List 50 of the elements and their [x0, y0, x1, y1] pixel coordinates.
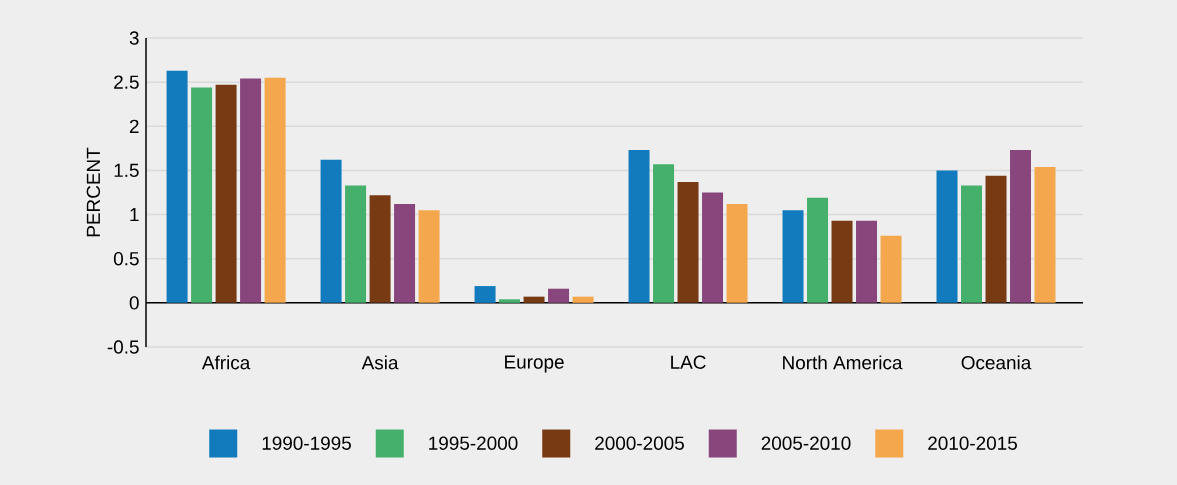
bar [628, 150, 650, 303]
x-tick-label: Europe [505, 355, 564, 373]
bar [1034, 166, 1056, 303]
x-tick-label: LAC [671, 355, 706, 369]
bar [523, 296, 545, 303]
bar [807, 197, 829, 303]
bar [572, 296, 594, 303]
y-tick-label: 2 [129, 119, 139, 133]
x-tick-label: Oceania [961, 355, 1032, 370]
y-tick-label: 0.5 [113, 252, 139, 266]
bar [726, 203, 748, 303]
y-tick-label: -0.5 [107, 340, 139, 354]
bar [653, 164, 675, 303]
legend-label: 2010-2015 [928, 436, 1017, 450]
x-tick-label: North America [783, 355, 903, 370]
bar [936, 170, 958, 303]
bar [782, 210, 804, 303]
legend-label: 1990-1995 [262, 436, 351, 450]
y-tick-label: 0 [129, 296, 139, 310]
bar [499, 299, 521, 303]
bar [1010, 150, 1032, 303]
bar [369, 195, 391, 303]
bar [985, 175, 1007, 303]
bar [418, 210, 440, 303]
bar [702, 192, 724, 303]
bar [961, 185, 983, 303]
bar [880, 235, 902, 303]
bar [240, 78, 262, 303]
bar [166, 70, 188, 303]
bar [191, 87, 213, 303]
y-tick-label: 3 [129, 31, 139, 45]
x-tick-label: Asia [361, 355, 399, 370]
legend-label: 1995-2000 [429, 436, 518, 450]
bar [856, 220, 878, 303]
y-tick-label: 1 [130, 208, 139, 222]
bar [264, 77, 286, 303]
bar [394, 203, 416, 303]
bar [320, 159, 342, 303]
y-axis-title: PERCENT [86, 147, 101, 237]
y-tick-label: 2.5 [114, 75, 139, 89]
bar [831, 220, 853, 303]
bar [345, 185, 367, 303]
bar [548, 288, 570, 303]
bar [215, 84, 237, 303]
legend-label: 2000-2005 [595, 436, 684, 450]
bar [474, 286, 496, 303]
y-tick-label: 1.5 [114, 163, 139, 178]
x-tick-label: Africa [201, 355, 251, 370]
legend-label: 2005-2010 [761, 436, 851, 450]
bar [677, 181, 699, 303]
